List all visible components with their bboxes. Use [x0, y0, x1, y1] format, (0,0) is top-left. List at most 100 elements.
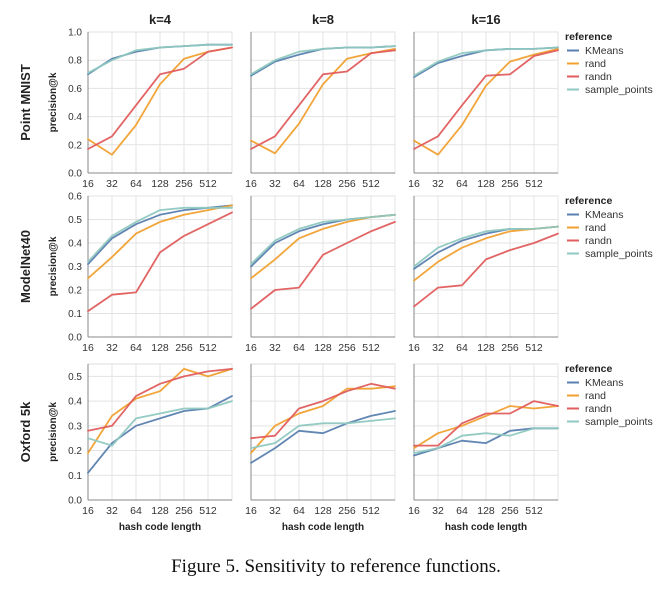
x-tick-label: 128: [151, 505, 169, 517]
x-tick-label: 32: [106, 342, 118, 354]
x-tick-label: 64: [130, 342, 142, 354]
y-tick-label: 0.4: [68, 239, 82, 250]
x-tick-label: 32: [269, 178, 281, 190]
series-line-randn: [250, 220, 396, 310]
x-tick-label: 32: [432, 178, 444, 190]
legend-entry: KMeans: [585, 45, 624, 57]
x-tick-label: 256: [175, 178, 193, 190]
series-line-randn: [250, 49, 396, 150]
x-tick-label: 32: [269, 505, 281, 517]
x-tick-label: 64: [130, 505, 142, 517]
x-tick-label: 512: [362, 505, 380, 517]
series-line-randn: [250, 382, 396, 440]
x-tick-label: 16: [82, 505, 94, 517]
x-tick-label: 256: [175, 342, 193, 354]
series-line-rand: [87, 367, 233, 454]
x-tick-label: 16: [408, 342, 420, 354]
x-tick-label: 16: [82, 178, 94, 190]
x-tick-label: 256: [501, 178, 519, 190]
series-line-sample-points: [413, 46, 559, 77]
legend-title: reference: [565, 195, 612, 207]
y-tick-label: 1.0: [68, 28, 82, 39]
y-tick-label: 0.2: [68, 446, 82, 457]
x-tick-label: 64: [293, 342, 305, 354]
legend-title: reference: [565, 31, 612, 43]
y-tick-label: 0.5: [68, 372, 82, 383]
legend-entry: sample_points: [585, 248, 653, 260]
x-axis-label: hash code length: [282, 522, 364, 533]
x-tick-label: 256: [501, 505, 519, 517]
y-tick-label: 0.2: [68, 286, 82, 297]
series-line-randn: [87, 211, 233, 313]
x-tick-label: 32: [432, 342, 444, 354]
legend-entry: rand: [585, 222, 606, 234]
x-axis-label: hash code length: [445, 522, 527, 533]
x-tick-label: 512: [525, 178, 543, 190]
row-title: Point MNIST: [18, 64, 33, 141]
series-line-randn: [87, 367, 233, 432]
series-line-randn: [413, 232, 559, 308]
x-tick-label: 64: [293, 505, 305, 517]
y-tick-label: 0.1: [68, 471, 82, 482]
series-line-rand: [413, 405, 559, 450]
y-tick-label: 0.0: [68, 496, 82, 507]
x-tick-label: 128: [151, 342, 169, 354]
x-tick-label: 512: [199, 342, 217, 354]
series-line-sample-points: [87, 400, 233, 447]
series-line-sample-points: [250, 213, 396, 266]
row-title: ModelNet40: [18, 230, 33, 303]
x-tick-label: 16: [245, 505, 257, 517]
x-tick-label: 64: [130, 178, 142, 190]
x-tick-label: 512: [362, 178, 380, 190]
x-tick-label: 256: [338, 178, 356, 190]
x-tick-label: 32: [269, 342, 281, 354]
legend-entry: randn: [585, 403, 612, 415]
x-tick-label: 512: [362, 342, 380, 354]
legend-entry: randn: [585, 71, 612, 83]
legend-entry: KMeans: [585, 377, 624, 389]
y-tick-label: 0.5: [68, 215, 82, 226]
legend-entry: randn: [585, 235, 612, 247]
legend-entry: sample_points: [585, 84, 653, 96]
y-tick-label: 0.4: [68, 112, 82, 123]
x-tick-label: 64: [456, 178, 468, 190]
x-tick-label: 64: [293, 178, 305, 190]
figure-caption: Figure 5. Sensitivity to reference funct…: [171, 556, 501, 577]
x-tick-label: 512: [525, 505, 543, 517]
x-tick-label: 128: [314, 342, 332, 354]
x-tick-label: 128: [477, 505, 495, 517]
series-line-randn: [87, 46, 233, 150]
y-axis-label: precision@k: [48, 72, 59, 132]
series-line-sample-points: [87, 43, 233, 74]
x-tick-label: 128: [477, 342, 495, 354]
y-tick-label: 0.2: [68, 140, 82, 151]
x-tick-label: 256: [175, 505, 193, 517]
legend-entry: rand: [585, 390, 606, 402]
series-line-sample-points: [413, 427, 559, 454]
y-tick-label: 0.3: [68, 421, 82, 432]
series-line-rand: [250, 385, 396, 454]
x-tick-label: 64: [456, 342, 468, 354]
x-tick-label: 16: [245, 178, 257, 190]
x-axis-label: hash code length: [119, 522, 201, 533]
x-tick-label: 32: [106, 505, 118, 517]
series-line-sample-points: [87, 206, 233, 263]
y-tick-label: 0.6: [68, 84, 82, 95]
x-tick-label: 256: [338, 342, 356, 354]
x-tick-label: 16: [82, 342, 94, 354]
x-tick-label: 16: [245, 342, 257, 354]
legend-entry: KMeans: [585, 209, 624, 221]
y-axis-label: precision@k: [48, 402, 59, 462]
x-tick-label: 32: [432, 505, 444, 517]
column-title: k=8: [312, 12, 334, 27]
y-tick-label: 0.0: [68, 333, 82, 344]
x-tick-label: 512: [525, 342, 543, 354]
x-tick-label: 256: [338, 505, 356, 517]
legend-title: reference: [565, 363, 612, 375]
series-line-rand: [87, 204, 233, 280]
series-line-sample-points: [250, 417, 396, 450]
y-axis-label: precision@k: [48, 236, 59, 296]
x-tick-label: 128: [477, 178, 495, 190]
y-tick-label: 0.4: [68, 397, 82, 408]
